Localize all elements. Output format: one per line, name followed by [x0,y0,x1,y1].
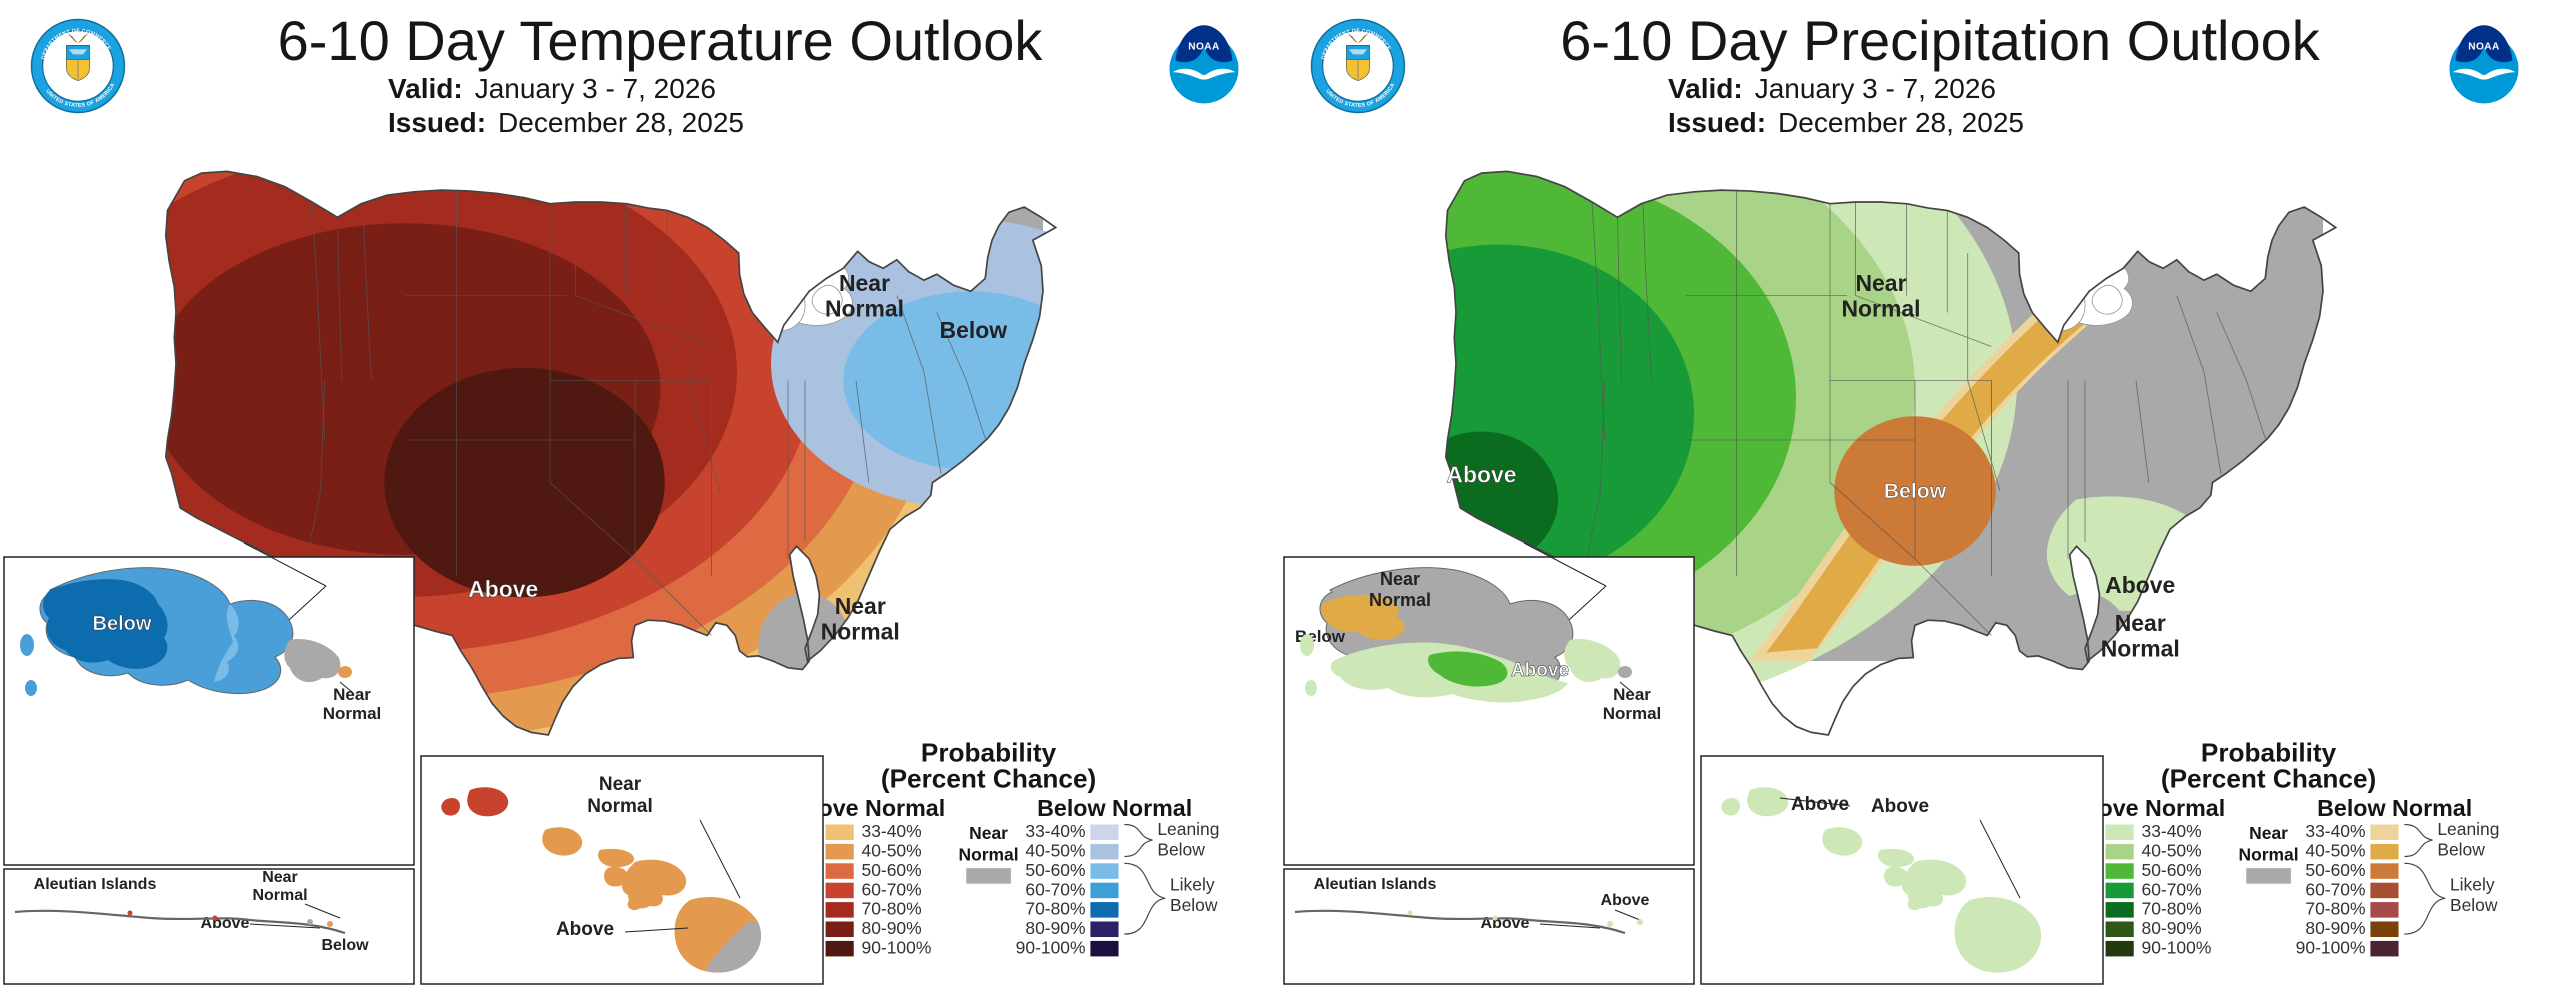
svg-text:33-40%: 33-40% [1025,821,1085,841]
svg-text:Normal: Normal [1369,590,1431,610]
svg-text:Below Normal: Below Normal [2317,795,2472,821]
svg-text:60-70%: 60-70% [2141,879,2201,899]
svg-text:Above: Above [1601,892,1650,909]
svg-text:Normal: Normal [323,704,382,723]
svg-text:Below: Below [1157,840,1205,860]
svg-text:50-60%: 50-60% [2305,860,2365,880]
svg-text:70-80%: 70-80% [2305,899,2365,919]
svg-text:50-60%: 50-60% [861,860,921,880]
svg-text:Aleutian Islands: Aleutian Islands [1314,876,1437,893]
svg-text:Normal: Normal [587,796,652,817]
svg-text:Above: Above [468,576,538,602]
svg-text:Above: Above [1446,462,1516,488]
svg-text:Below: Below [1884,479,1947,503]
svg-text:NOAA: NOAA [1188,42,1220,53]
svg-text:Normal: Normal [821,619,900,645]
svg-text:33-40%: 33-40% [2141,821,2201,841]
svg-text:Normal: Normal [2238,844,2298,864]
svg-text:Leaning: Leaning [2437,819,2499,839]
svg-text:Below: Below [940,317,1008,343]
svg-text:40-50%: 40-50% [2305,841,2365,861]
svg-text:60-70%: 60-70% [2305,879,2365,899]
svg-text:Below: Below [321,937,369,954]
svg-text:Near: Near [835,593,886,619]
svg-text:Near: Near [599,774,642,795]
svg-text:40-50%: 40-50% [861,841,921,861]
svg-text:33-40%: 33-40% [2305,821,2365,841]
svg-text:40-50%: 40-50% [1025,841,1085,861]
svg-text:Issued:December 28, 2025: Issued: December 28, 2025 [388,107,744,138]
svg-text:50-60%: 50-60% [2141,860,2201,880]
svg-text:Issued:December 28, 2025: Issued: December 28, 2025 [1668,107,2024,138]
svg-text:Leaning: Leaning [1157,819,1219,839]
svg-text:Normal: Normal [1841,296,1920,322]
svg-text:Below Normal: Below Normal [1037,795,1192,821]
svg-text:70-80%: 70-80% [2141,899,2201,919]
svg-text:Below: Below [93,613,152,635]
svg-text:Near: Near [262,869,298,886]
svg-text:Near: Near [333,685,371,704]
svg-text:6-10 Day Temperature Outlook: 6-10 Day Temperature Outlook [278,9,1044,72]
svg-text:Likely: Likely [2450,874,2495,894]
svg-text:Above: Above [1871,796,1929,817]
svg-text:80-90%: 80-90% [1025,918,1085,938]
svg-text:80-90%: 80-90% [861,918,921,938]
svg-text:Normal: Normal [1603,704,1662,723]
svg-text:(Percent Chance): (Percent Chance) [881,764,1096,794]
svg-text:Below: Below [2437,840,2485,860]
svg-text:Near: Near [2115,610,2166,636]
svg-text:40-50%: 40-50% [2141,841,2201,861]
svg-text:50-60%: 50-60% [1025,860,1085,880]
svg-text:90-100%: 90-100% [2141,938,2211,958]
svg-text:Near: Near [1855,270,1906,296]
svg-text:90-100%: 90-100% [2296,938,2366,958]
svg-text:70-80%: 70-80% [861,899,921,919]
svg-text:Near: Near [839,270,890,296]
svg-text:Above: Above [556,919,614,940]
svg-text:Normal: Normal [825,296,904,322]
svg-text:Above: Above [2105,572,2175,598]
svg-text:70-80%: 70-80% [1025,899,1085,919]
svg-text:Likely: Likely [1170,874,1215,894]
svg-text:NOAA: NOAA [2468,42,2500,53]
svg-text:Near: Near [2249,823,2288,843]
svg-text:Above: Above [1511,660,1569,681]
svg-text:Near: Near [1380,569,1420,589]
svg-text:60-70%: 60-70% [861,879,921,899]
svg-text:60-70%: 60-70% [1025,879,1085,899]
svg-text:80-90%: 80-90% [2141,918,2201,938]
svg-text:(Percent Chance): (Percent Chance) [2161,764,2376,794]
svg-text:Below: Below [2450,895,2498,915]
svg-text:90-100%: 90-100% [1016,938,1086,958]
svg-text:Aleutian Islands: Aleutian Islands [34,876,157,893]
svg-text:Valid:January 3 - 7, 2026: Valid: January 3 - 7, 2026 [388,73,716,104]
svg-text:Normal: Normal [252,887,307,904]
svg-text:33-40%: 33-40% [861,821,921,841]
svg-text:90-100%: 90-100% [861,938,931,958]
svg-text:Near: Near [1613,685,1651,704]
svg-text:Near: Near [969,823,1008,843]
svg-text:Below: Below [1170,895,1218,915]
svg-text:6-10 Day Precipitation Outlook: 6-10 Day Precipitation Outlook [1560,9,2321,72]
svg-text:Normal: Normal [958,844,1018,864]
svg-text:80-90%: 80-90% [2305,918,2365,938]
svg-text:Normal: Normal [2101,636,2180,662]
svg-text:Valid:January 3 - 7, 2026: Valid: January 3 - 7, 2026 [1668,73,1996,104]
